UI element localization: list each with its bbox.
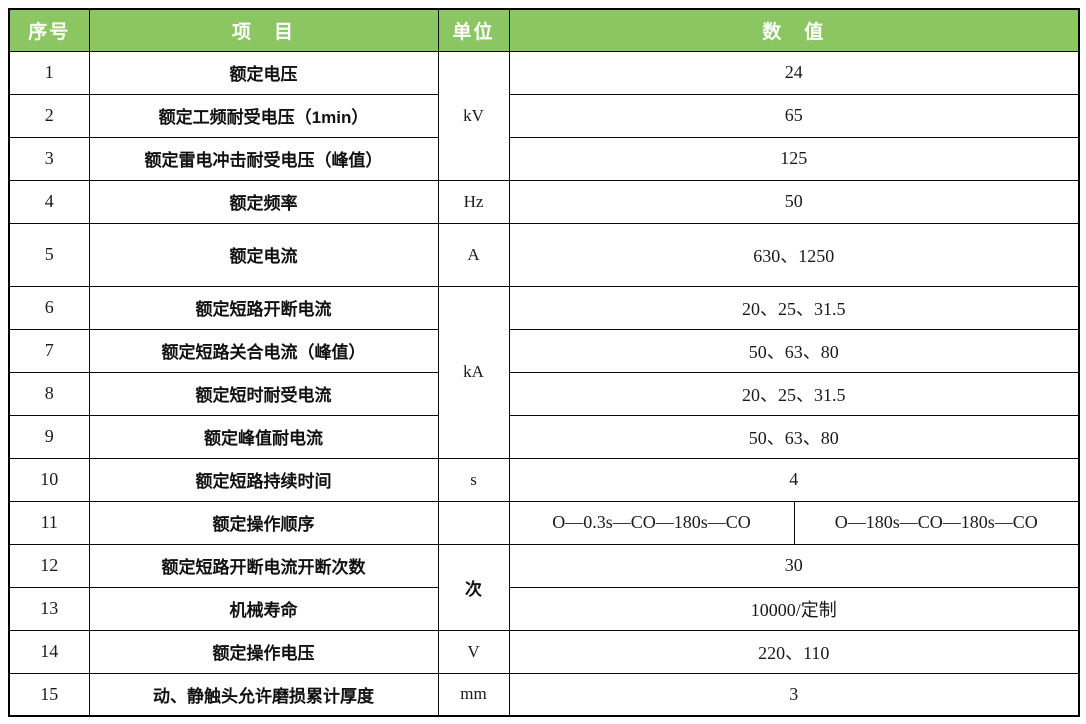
item-cell: 额定频率 bbox=[88, 179, 439, 224]
value-cell: 3 bbox=[508, 672, 1080, 717]
table-row: 2 额定工频耐受电压（1min） 65 bbox=[8, 93, 1080, 138]
item-cell: 额定峰值耐电流 bbox=[88, 414, 439, 459]
value-cell: 10000/定制 bbox=[508, 586, 1080, 631]
value-cell: 20、25、31.5 bbox=[508, 371, 1080, 416]
table-row: 13 机械寿命 10000/定制 bbox=[8, 586, 1080, 631]
header-unit: 单位 bbox=[437, 8, 510, 52]
item-cell: 额定电流 bbox=[88, 222, 439, 287]
unit-cell-mm: mm bbox=[437, 672, 510, 717]
item-cell: 额定雷电冲击耐受电压（峰值） bbox=[88, 136, 439, 181]
value-cell: 24 bbox=[508, 50, 1080, 95]
value-cell: 220、110 bbox=[508, 629, 1080, 674]
rating-spec-table: 序号 项 目 单位 数 值 1 额定电压 kV 24 2 额定工频耐受电压（1m… bbox=[8, 8, 1081, 717]
serial-cell: 1 bbox=[8, 50, 90, 95]
table-row: 5 额定电流 A 630、1250 bbox=[8, 222, 1080, 287]
header-serial: 序号 bbox=[8, 8, 90, 52]
item-cell: 机械寿命 bbox=[88, 586, 439, 631]
value-cell: 4 bbox=[508, 457, 1080, 502]
serial-cell: 14 bbox=[8, 629, 90, 674]
item-cell: 额定短时耐受电流 bbox=[88, 371, 439, 416]
item-cell: 额定短路开断电流开断次数 bbox=[88, 543, 439, 588]
serial-cell: 2 bbox=[8, 93, 90, 138]
serial-cell: 11 bbox=[8, 500, 90, 545]
value-cell-sequence-right: O—180s—CO—180s—CO bbox=[793, 500, 1080, 545]
table-row: 9 额定峰值耐电流 50、63、80 bbox=[8, 414, 1080, 459]
value-cell: 125 bbox=[508, 136, 1080, 181]
item-cell: 额定电压 bbox=[88, 50, 439, 95]
serial-cell: 5 bbox=[8, 222, 90, 287]
table-row: 8 额定短时耐受电流 20、25、31.5 bbox=[8, 371, 1080, 416]
value-cell-sequence-left: O—0.3s—CO—180s—CO bbox=[508, 500, 795, 545]
item-cell: 额定工频耐受电压（1min） bbox=[88, 93, 439, 138]
table-row: 10 额定短路持续时间 s 4 bbox=[8, 457, 1080, 502]
unit-cell-s: s bbox=[437, 457, 510, 502]
table-row: 6 额定短路开断电流 kA 20、25、31.5 bbox=[8, 285, 1080, 459]
unit-cell-hz: Hz bbox=[437, 179, 510, 224]
unit-cell-kv: kV bbox=[437, 50, 510, 181]
item-cell: 额定操作顺序 bbox=[88, 500, 439, 545]
table-row: 7 额定短路关合电流（峰值） 50、63、80 bbox=[8, 328, 1080, 373]
value-cell: 30 bbox=[508, 543, 1080, 588]
table-row: 4 额定频率 Hz 50 bbox=[8, 179, 1080, 224]
unit-cell-a: A bbox=[437, 222, 510, 287]
value-cell: 50 bbox=[508, 179, 1080, 224]
serial-cell: 10 bbox=[8, 457, 90, 502]
serial-cell: 15 bbox=[8, 672, 90, 717]
unit-cell-v: V bbox=[437, 629, 510, 674]
value-cell: 20、25、31.5 bbox=[508, 285, 1080, 330]
serial-cell: 13 bbox=[8, 586, 90, 631]
item-cell: 额定短路关合电流（峰值） bbox=[88, 328, 439, 373]
serial-cell: 9 bbox=[8, 414, 90, 459]
unit-cell-times: 次 bbox=[437, 543, 510, 631]
item-cell: 额定操作电压 bbox=[88, 629, 439, 674]
table-row: 15 动、静触头允许磨损累计厚度 mm 3 bbox=[8, 672, 1080, 717]
value-cell: 65 bbox=[508, 93, 1080, 138]
value-cell: 50、63、80 bbox=[508, 328, 1080, 373]
item-cell: 动、静触头允许磨损累计厚度 bbox=[88, 672, 439, 717]
table-row: 1 额定电压 kV 24 bbox=[8, 50, 1080, 181]
table-row: 14 额定操作电压 V 220、110 bbox=[8, 629, 1080, 674]
serial-cell: 8 bbox=[8, 371, 90, 416]
header-value: 数 值 bbox=[508, 8, 1080, 52]
value-cell: 50、63、80 bbox=[508, 414, 1080, 459]
table-row: 12 额定短路开断电流开断次数 次 30 bbox=[8, 543, 1080, 631]
unit-cell-ka: kA bbox=[437, 285, 510, 459]
serial-cell: 4 bbox=[8, 179, 90, 224]
serial-cell: 6 bbox=[8, 285, 90, 330]
table-row: 11 额定操作顺序 O—0.3s—CO—180s—CO O—180s—CO—18… bbox=[8, 500, 1080, 545]
item-cell: 额定短路开断电流 bbox=[88, 285, 439, 330]
table-header-row: 序号 项 目 单位 数 值 bbox=[8, 8, 1080, 52]
serial-cell: 7 bbox=[8, 328, 90, 373]
serial-cell: 3 bbox=[8, 136, 90, 181]
unit-cell-empty bbox=[437, 500, 510, 545]
table-row: 3 额定雷电冲击耐受电压（峰值） 125 bbox=[8, 136, 1080, 181]
header-item: 项 目 bbox=[88, 8, 439, 52]
item-cell: 额定短路持续时间 bbox=[88, 457, 439, 502]
serial-cell: 12 bbox=[8, 543, 90, 588]
value-cell: 630、1250 bbox=[508, 222, 1080, 287]
